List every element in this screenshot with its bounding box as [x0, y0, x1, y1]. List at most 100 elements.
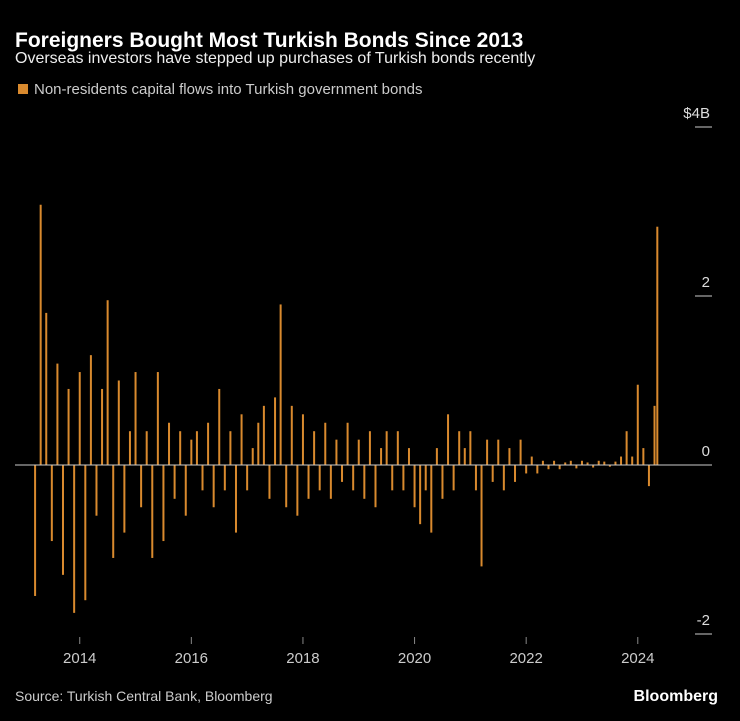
bar — [541, 460, 544, 465]
bar — [84, 465, 87, 601]
bar — [569, 460, 572, 465]
bar — [212, 465, 215, 508]
bar — [486, 439, 489, 465]
bar — [620, 456, 623, 465]
x-tick-label: 2024 — [621, 650, 654, 667]
bar — [335, 439, 338, 465]
bar — [363, 465, 366, 499]
y-tick-label: 0 — [702, 443, 710, 460]
bar — [313, 431, 316, 465]
bar — [603, 461, 606, 465]
bar — [145, 431, 148, 465]
bar — [530, 456, 533, 465]
bar — [39, 204, 42, 466]
bar — [474, 465, 477, 491]
bar — [575, 465, 578, 469]
bar — [391, 465, 394, 491]
bar — [547, 465, 550, 470]
bar — [508, 448, 511, 465]
bar — [608, 465, 611, 467]
bar — [374, 465, 377, 508]
bar — [101, 388, 104, 465]
bar — [491, 465, 494, 482]
bar — [447, 414, 450, 465]
bar — [78, 372, 81, 465]
y-tick-label: 2 — [702, 274, 710, 291]
bar — [452, 465, 455, 491]
bar — [274, 397, 277, 465]
bar — [229, 431, 232, 465]
bar — [396, 431, 399, 465]
bar — [296, 465, 299, 516]
bar — [218, 388, 221, 465]
bar — [257, 422, 260, 465]
bar — [435, 448, 438, 465]
bar — [246, 465, 249, 491]
bar — [385, 431, 388, 465]
bar — [424, 465, 427, 491]
bar — [56, 363, 59, 465]
bar — [341, 465, 344, 482]
bar — [301, 414, 304, 465]
chart-title: Foreigners Bought Most Turkish Bonds Sin… — [15, 29, 523, 52]
bar — [502, 465, 505, 491]
bar — [106, 300, 109, 465]
bar — [184, 465, 187, 516]
bar — [73, 465, 76, 613]
bar — [441, 465, 444, 499]
bar — [357, 439, 360, 465]
bar — [597, 460, 600, 465]
bar — [413, 465, 416, 508]
bar — [536, 465, 539, 474]
legend-swatch — [18, 84, 28, 94]
bar — [647, 465, 650, 487]
bar — [642, 448, 645, 465]
bar — [407, 448, 410, 465]
bar — [430, 465, 433, 533]
bar — [352, 465, 355, 491]
x-tick-label: 2014 — [63, 650, 96, 667]
bar — [190, 439, 193, 465]
bar — [173, 465, 176, 499]
bar — [458, 431, 461, 465]
bar — [168, 422, 171, 465]
bar — [223, 465, 226, 491]
bar — [480, 465, 483, 567]
x-tick-label: 2022 — [509, 650, 542, 667]
bar — [525, 465, 528, 474]
bar — [614, 461, 617, 465]
x-tick-label: 2020 — [398, 650, 431, 667]
bar — [514, 465, 517, 482]
bar — [653, 405, 656, 465]
bar — [162, 465, 165, 542]
bar — [156, 372, 159, 465]
bar — [497, 439, 500, 465]
bar — [45, 312, 48, 465]
bar — [324, 422, 327, 465]
bar — [586, 462, 589, 465]
bar — [279, 304, 282, 465]
chart-subtitle: Overseas investors have stepped up purch… — [15, 50, 535, 67]
bar — [195, 431, 198, 465]
source: Source: Turkish Central Bank, Bloomberg — [15, 688, 273, 704]
bar — [179, 431, 182, 465]
bar — [251, 448, 254, 465]
bar — [234, 465, 237, 533]
bar — [268, 465, 271, 499]
bar — [625, 431, 628, 465]
bar — [290, 405, 293, 465]
bar — [553, 460, 556, 465]
bar — [240, 414, 243, 465]
bar — [117, 380, 120, 465]
bar — [519, 439, 522, 465]
bar — [128, 431, 131, 465]
bar — [112, 465, 115, 558]
bar — [636, 384, 639, 465]
bar — [380, 448, 383, 465]
bar — [469, 431, 472, 465]
y-tick-label: $4B — [683, 105, 710, 122]
bar — [262, 405, 265, 465]
bar — [656, 226, 659, 465]
bar — [318, 465, 321, 491]
